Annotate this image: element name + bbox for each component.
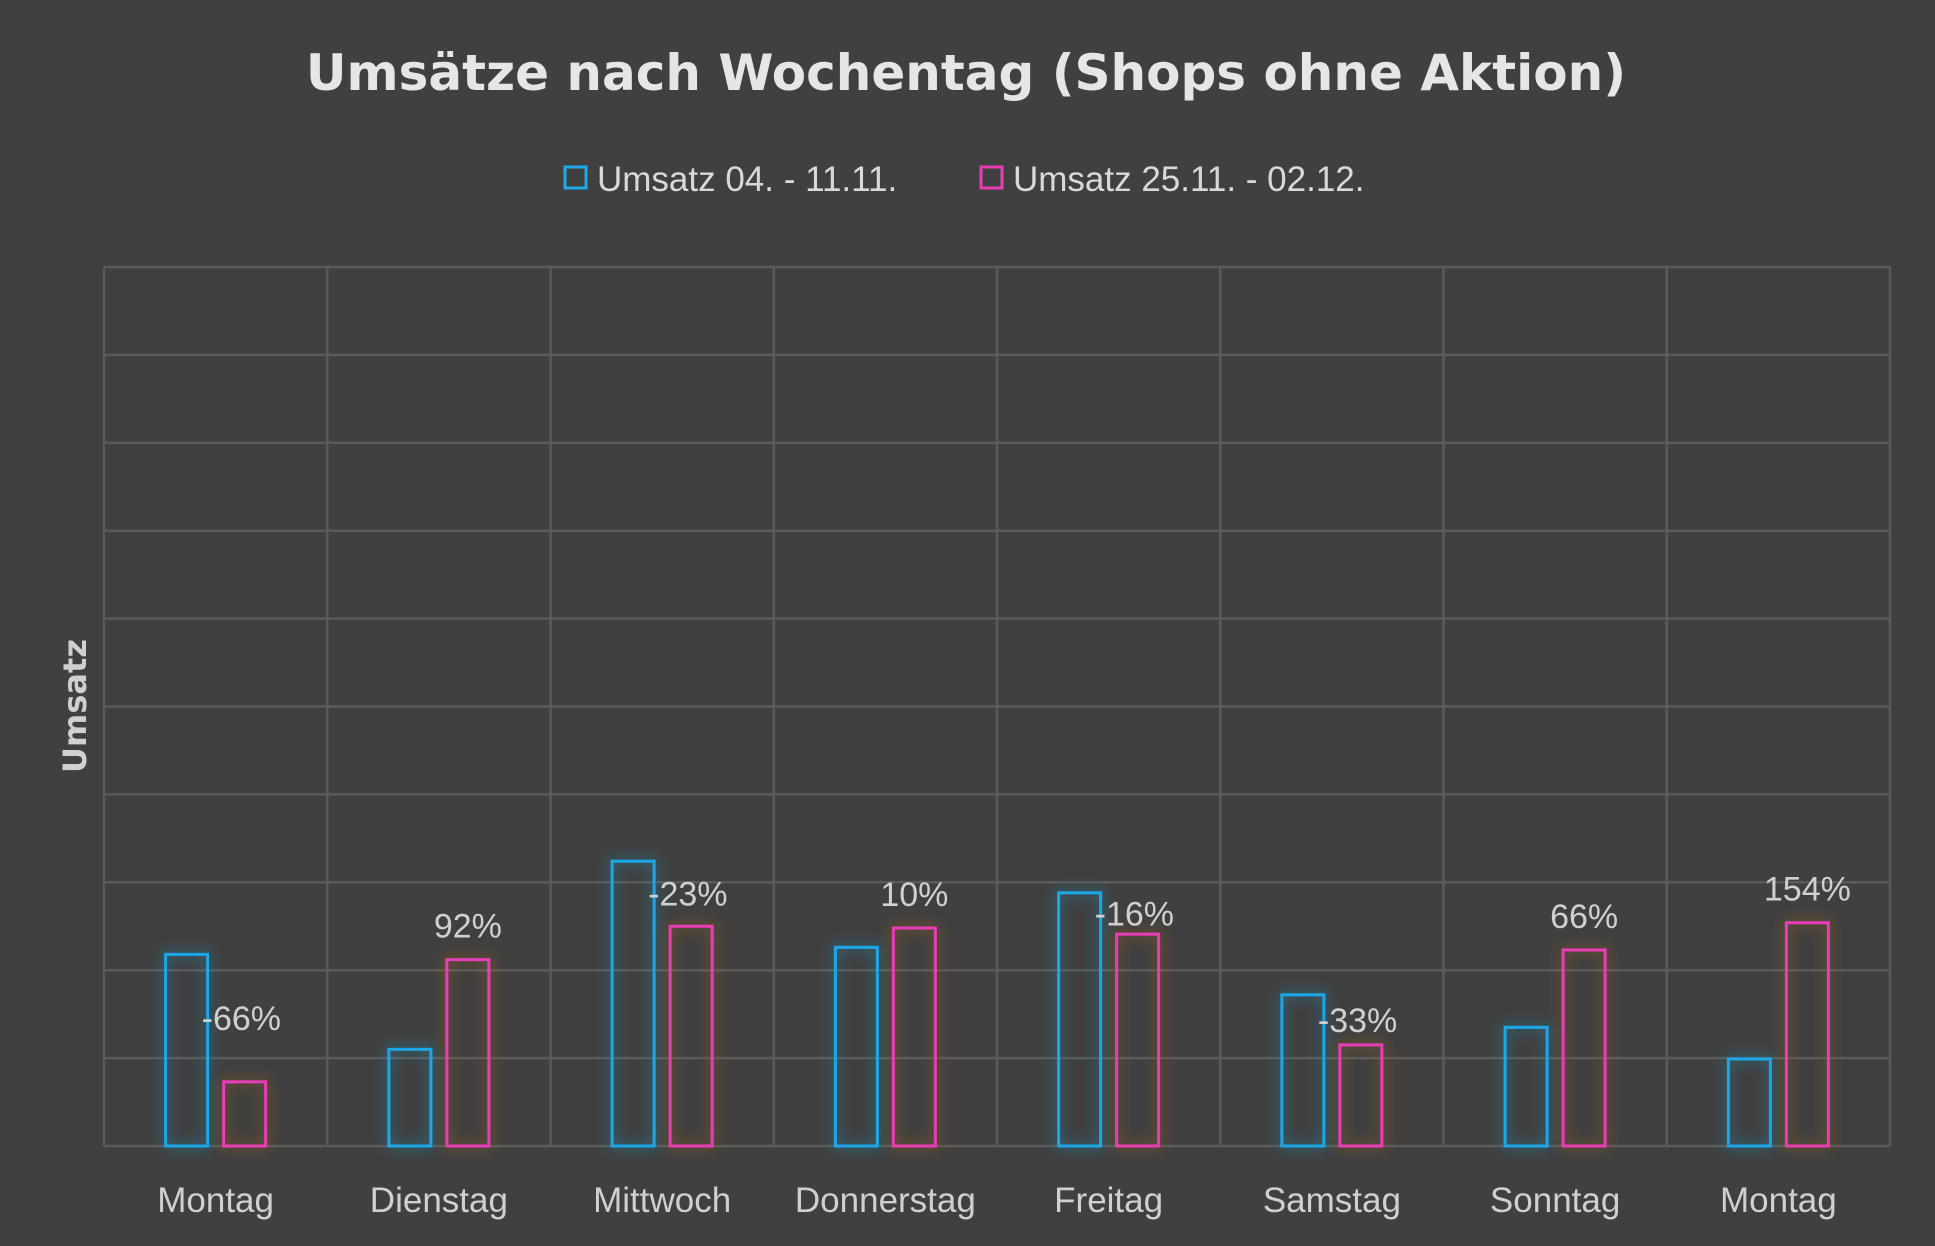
legend-label-series-1: Umsatz 04. - 11.11. [597,160,897,199]
data-label-6: -33% [1318,1002,1397,1040]
bar-series-1-7 [1503,1025,1549,1148]
y-axis-label: Umsatz [56,639,94,773]
bar-series-1-5 [1057,891,1103,1148]
bar-series-2-7 [1561,948,1607,1148]
chart-title: Umsätze nach Wochentag (Shops ohne Aktio… [306,44,1626,102]
x-tick-label-2: Dienstag [370,1181,508,1220]
bar-series-2-5 [1115,932,1161,1148]
x-tick-label-5: Freitag [1054,1181,1163,1220]
bar-series-1-3 [610,859,656,1148]
data-label-3: -23% [648,876,727,914]
bar-series-1-1 [164,952,210,1148]
bar-series-2-4 [891,926,937,1148]
bar-series-2-6 [1338,1043,1384,1148]
gridlines [102,265,1892,1148]
data-label-8: 154% [1764,871,1851,909]
bar-series-2-2 [445,958,491,1148]
bar-series-2-3 [668,924,714,1148]
x-tick-label-4: Donnerstag [795,1181,976,1220]
bar-series-2-8 [1784,921,1830,1148]
x-tick-label-6: Samstag [1263,1181,1401,1220]
bars [164,859,1830,1148]
bar-series-2-1 [222,1080,268,1148]
legend-label-series-2: Umsatz 25.11. - 02.12. [1013,160,1364,199]
data-labels: -66% 92% -23% 10% -16% -33% 66% 154% [202,871,1851,1040]
data-label-4: 10% [880,876,948,914]
data-label-5: -16% [1095,896,1174,934]
bar-series-1-8 [1726,1057,1772,1148]
legend-swatch-series-2 [979,165,1004,190]
x-tick-label-7: Sonntag [1490,1181,1620,1220]
bar-series-1-6 [1280,993,1326,1148]
data-label-2: 92% [434,908,502,946]
data-label-1: -66% [202,1000,281,1038]
x-axis-ticks: Montag Dienstag Mittwoch Donnerstag Freitag S… [157,1181,1837,1220]
x-tick-label-3: Mittwoch [593,1181,731,1220]
bar-series-1-4 [833,945,879,1148]
x-tick-label-1: Montag [157,1181,274,1220]
data-label-7: 66% [1550,898,1618,936]
x-tick-label-8: Montag [1720,1181,1837,1220]
bar-series-1-2 [387,1047,433,1148]
legend: Umsatz 04. - 11.11. Umsatz 25.11. - 02.1… [563,160,1364,199]
legend-swatch-series-1 [563,165,588,190]
